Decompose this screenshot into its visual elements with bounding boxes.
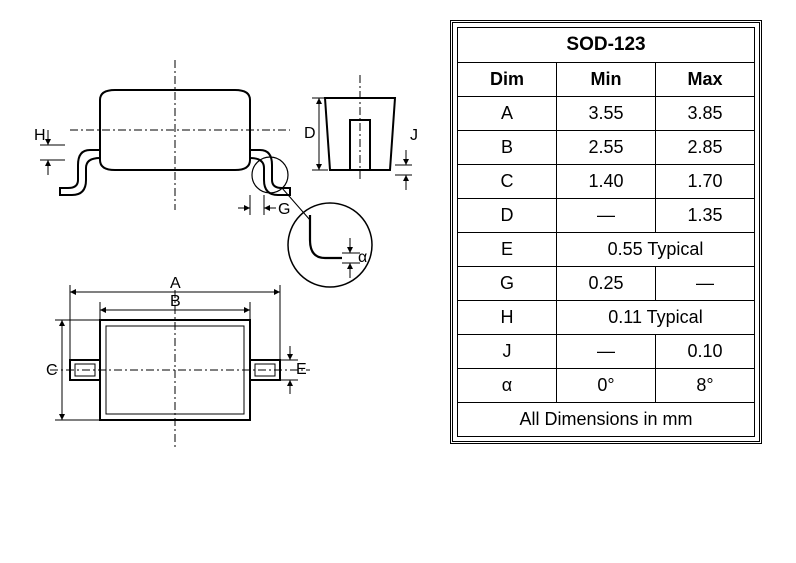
table-row: B2.552.85 [458, 131, 755, 165]
cell-dim: B [458, 131, 557, 165]
cell-dim: C [458, 165, 557, 199]
cell-max: 1.70 [656, 165, 755, 199]
label-g: G [278, 201, 290, 218]
table-row: A3.553.85 [458, 97, 755, 131]
table-row: J—0.10 [458, 335, 755, 369]
cell-max: 2.85 [656, 131, 755, 165]
cell-max: 1.35 [656, 199, 755, 233]
cell-span: 0.11 Typical [557, 301, 755, 335]
cell-dim: G [458, 267, 557, 301]
label-alpha: α [358, 249, 367, 266]
label-h: H [34, 127, 46, 144]
label-b: B [170, 293, 181, 310]
table-row: C1.401.70 [458, 165, 755, 199]
table-row: G0.25— [458, 267, 755, 301]
col-dim: Dim [458, 63, 557, 97]
label-j: J [410, 127, 418, 144]
cell-max: 8° [656, 369, 755, 403]
cell-dim: H [458, 301, 557, 335]
cell-min: 1.40 [557, 165, 656, 199]
table-row: α0°8° [458, 369, 755, 403]
cell-dim: J [458, 335, 557, 369]
cell-dim: D [458, 199, 557, 233]
cell-min: 3.55 [557, 97, 656, 131]
dimension-table: SOD-123 Dim Min Max A3.553.85B2.552.85C1… [450, 20, 762, 444]
col-min: Min [557, 63, 656, 97]
cell-max: 3.85 [656, 97, 755, 131]
table-row: H0.11 Typical [458, 301, 755, 335]
cell-max: — [656, 267, 755, 301]
cell-min: 0° [557, 369, 656, 403]
cell-max: 0.10 [656, 335, 755, 369]
cell-min: 0.25 [557, 267, 656, 301]
table-title: SOD-123 [458, 28, 755, 63]
col-max: Max [656, 63, 755, 97]
cell-dim: α [458, 369, 557, 403]
cell-min: — [557, 335, 656, 369]
label-a: A [170, 275, 181, 292]
cell-min: — [557, 199, 656, 233]
package-diagram: H G D J [20, 20, 420, 470]
cell-dim: A [458, 97, 557, 131]
table-row: D—1.35 [458, 199, 755, 233]
cell-min: 2.55 [557, 131, 656, 165]
label-d: D [304, 125, 316, 142]
cell-dim: E [458, 233, 557, 267]
table-footer: All Dimensions in mm [458, 403, 755, 437]
cell-span: 0.55 Typical [557, 233, 755, 267]
label-e: E [296, 361, 307, 378]
table-row: E0.55 Typical [458, 233, 755, 267]
label-c: C [46, 362, 58, 379]
